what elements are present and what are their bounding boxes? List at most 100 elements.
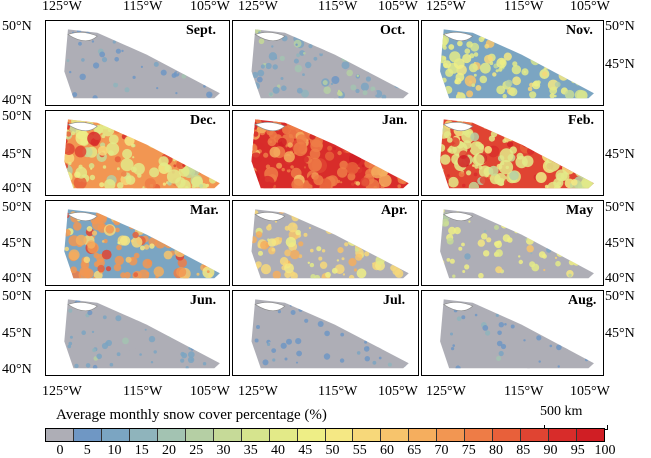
lake-outline [254,122,286,132]
colorbar-tick-label: 45 [298,443,313,458]
region-fill [440,209,594,279]
colorbar-tick-label: 70 [434,443,449,458]
month-label: May [566,203,594,218]
map-panel-apr [232,200,419,286]
map-svg [251,209,409,279]
map-svg [251,299,409,369]
colorbar-tick-label: 15 [134,443,149,458]
bottom-lon-tick: 125°W [426,384,466,399]
top-lon-tick: 125°W [238,0,278,14]
colorbar-tick-label: 0 [56,443,64,458]
left-lat-tick: 50°N [2,289,32,304]
map-panel-jun [45,290,230,376]
colorbar-swatch [101,429,130,441]
map-panel-aug [421,290,604,376]
bottom-lon-tick: 115°W [504,384,544,399]
month-label: Mar. [190,203,219,218]
right-lat-tick: 50°N [605,289,635,304]
colorbar-swatch [381,429,410,441]
colorbar-swatch [465,429,494,441]
left-lat-tick: 50°N [2,200,32,215]
colorbar-swatch [269,429,298,441]
colorbar-swatch [521,429,550,441]
map-svg [440,29,594,99]
scale-bar-label: 500 km [540,404,583,419]
left-lat-tick: 50°N [2,109,32,124]
left-lat-tick: 45°N [2,236,32,251]
colorbar-tick-label: 85 [516,443,531,458]
lake-outline [443,122,474,132]
right-lat-tick: 50°N [605,200,635,215]
map-svg [251,119,409,189]
lake-outline [67,302,98,312]
lake-outline [443,212,474,222]
colorbar-swatch [46,429,74,441]
lake-outline [254,32,286,42]
colorbar-tick-label: 100 [594,443,616,458]
lake-outline [254,302,286,312]
bottom-lon-tick: 105°W [378,384,418,399]
top-lon-tick: 105°W [570,0,610,14]
colorbar-tick-label: 20 [162,443,176,458]
month-label: Oct. [380,23,406,38]
month-label: Apr. [381,203,408,218]
bottom-lon-tick: 105°W [190,384,230,399]
colorbar-swatch [185,429,214,441]
right-lat-tick: 45°N [605,147,635,162]
map-svg [64,299,220,369]
lake-outline [443,302,474,312]
bottom-lon-tick: 115°W [123,384,163,399]
month-label: Sept. [186,23,216,38]
map-panel-may [421,200,604,286]
left-lat-tick: 40°N [2,181,32,196]
lake-outline [254,212,286,222]
map-panel-nov [421,20,604,106]
colorbar-tick-label: 10 [107,443,122,458]
left-lat-tick: 45°N [2,326,32,341]
top-lon-tick: 115°W [318,0,358,14]
colorbar-tick-label: 60 [380,443,394,458]
colorbar-tick-label: 40 [271,443,285,458]
colorbar-tick-label: 65 [407,443,422,458]
region-fill [440,299,594,369]
top-lon-tick: 115°W [504,0,544,14]
region-fill [64,29,220,99]
colorbar-swatch [213,429,242,441]
left-lat-tick: 45°N [2,147,32,162]
map-svg [64,119,220,189]
map-panel-mar [45,200,230,286]
colorbar-tick-label: 75 [461,443,476,458]
colorbar-swatch [241,429,270,441]
left-lat-tick: 40°N [2,93,32,108]
legend-title: Average monthly snow cover percentage (%… [56,407,327,423]
top-lon-tick: 105°W [378,0,418,14]
colorbar-tick-label: 35 [243,443,258,458]
colorbar-swatch [577,429,605,441]
top-lon-tick: 125°W [426,0,466,14]
map-panel-sept [45,20,230,106]
map-svg [440,119,594,189]
month-label: Jul. [383,293,406,308]
bottom-lon-tick: 105°W [570,384,610,399]
map-panel-feb [421,110,604,196]
left-lat-tick: 40°N [2,271,32,286]
colorbar-swatch [129,429,158,441]
map-svg [440,209,594,279]
colorbar-swatch [325,429,354,441]
right-lat-tick: 45°N [605,326,635,341]
bottom-lon-tick: 125°W [42,384,82,399]
right-lat-tick: 40°N [605,271,635,286]
colorbar-tick-label: 95 [570,443,585,458]
bottom-lon-tick: 125°W [238,384,278,399]
top-lon-tick: 105°W [190,0,230,14]
right-lat-tick: 45°N [605,57,635,72]
month-label: Jun. [190,293,217,308]
bottom-lon-tick: 115°W [318,384,358,399]
map-panel-oct [232,20,419,106]
lake-outline [443,32,474,42]
colorbar-swatch [409,429,438,441]
left-lat-tick: 50°N [2,19,32,34]
month-label: Aug. [568,293,597,308]
map-svg [251,29,409,99]
